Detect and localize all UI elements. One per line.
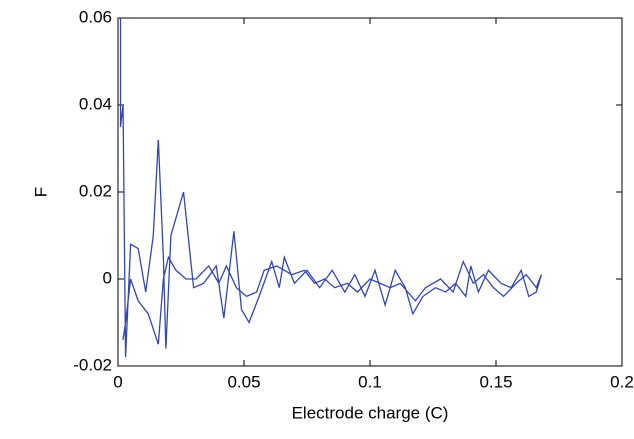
y-tick-label: -0.02	[73, 355, 112, 374]
x-tick-label: 0.1	[358, 372, 382, 391]
x-tick-label: 0	[113, 372, 122, 391]
x-axis-label: Electrode charge (C)	[292, 403, 449, 422]
y-tick-label: 0	[103, 268, 112, 287]
x-tick-label: 0.15	[479, 372, 512, 391]
data-line	[119, 18, 542, 358]
y-axis-label: F	[31, 187, 50, 197]
plot-area	[117, 17, 623, 367]
x-tick-label: 0.2	[610, 372, 634, 391]
x-tick-label: 0.05	[227, 372, 260, 391]
y-tick-label: 0.06	[79, 7, 112, 26]
y-tick-label: 0.02	[79, 181, 112, 200]
y-tick-label: 0.04	[79, 94, 112, 113]
